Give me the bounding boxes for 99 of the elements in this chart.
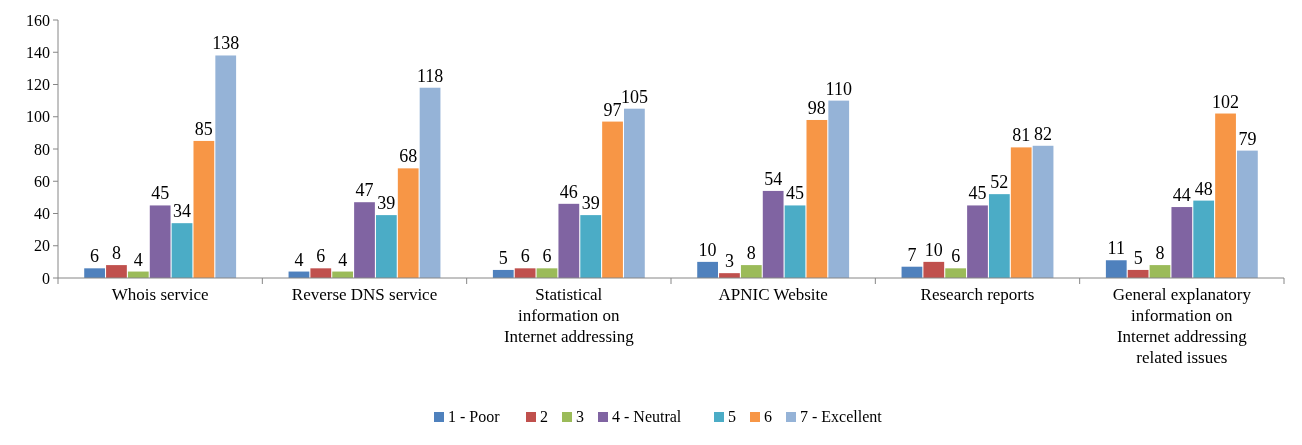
bar xyxy=(375,215,397,278)
bar xyxy=(1237,150,1258,278)
x-tick-label: Research reports xyxy=(920,285,1035,304)
bar xyxy=(514,268,536,278)
data-label: 85 xyxy=(194,118,213,139)
data-label: 97 xyxy=(603,99,622,120)
bar xyxy=(740,265,762,278)
x-tick-label: Statistical information on Internet addressing xyxy=(503,285,635,346)
legend-label: 5 xyxy=(728,408,736,425)
y-tick-label: 140 xyxy=(26,43,50,61)
bar xyxy=(806,119,828,278)
bar xyxy=(419,87,441,278)
legend-label: 2 xyxy=(540,408,548,425)
data-label: 34 xyxy=(173,201,192,222)
data-label: 47 xyxy=(355,180,374,201)
data-label: 52 xyxy=(990,172,1009,193)
legend-label: 4 - Neutral xyxy=(612,408,682,425)
data-label: 4 xyxy=(338,249,348,270)
bar xyxy=(602,121,623,278)
bar xyxy=(988,194,1010,278)
data-label: 8 xyxy=(1155,243,1165,264)
bar xyxy=(193,140,215,278)
data-label: 82 xyxy=(1034,123,1053,144)
bar xyxy=(1149,265,1171,278)
data-label: 46 xyxy=(559,181,578,202)
y-tick-label: 100 xyxy=(26,108,50,126)
bar xyxy=(945,268,967,278)
bar xyxy=(624,108,645,278)
data-label: 5 xyxy=(498,247,508,268)
bar xyxy=(149,205,171,278)
data-label: 6 xyxy=(316,246,326,267)
data-label: 6 xyxy=(951,246,961,267)
bar xyxy=(1105,260,1127,278)
data-label: 44 xyxy=(1172,185,1191,206)
data-label: 54 xyxy=(764,168,783,189)
data-label: 6 xyxy=(90,246,100,267)
bar xyxy=(1193,200,1215,278)
data-label: 3 xyxy=(724,251,734,272)
y-tick-label: 120 xyxy=(26,76,50,94)
data-label: 45 xyxy=(151,183,170,204)
bar xyxy=(1032,145,1054,278)
bar xyxy=(923,261,945,278)
data-label: 45 xyxy=(786,183,805,204)
data-label: 4 xyxy=(294,249,304,270)
bar xyxy=(1215,113,1236,278)
data-label: 48 xyxy=(1194,178,1213,199)
data-label: 8 xyxy=(111,243,121,264)
data-label: 5 xyxy=(1133,247,1143,268)
bar xyxy=(171,223,193,278)
data-label: 6 xyxy=(520,246,530,267)
data-label: 10 xyxy=(698,239,717,260)
legend-label: 6 xyxy=(764,408,772,425)
y-tick-label: 40 xyxy=(34,205,50,223)
legend-label: 7 - Excellent xyxy=(800,408,883,425)
bar xyxy=(310,268,332,278)
x-tick-label: General explanatory information on Internet addressing related issues xyxy=(1112,285,1252,367)
bar xyxy=(1171,207,1193,278)
data-label: 118 xyxy=(416,65,444,86)
bar xyxy=(215,55,237,278)
bar xyxy=(84,268,105,278)
bar xyxy=(828,100,850,278)
bar xyxy=(762,190,784,278)
bar xyxy=(784,205,806,278)
data-label: 98 xyxy=(807,97,826,118)
y-tick-label: 60 xyxy=(34,172,50,190)
data-label: 11 xyxy=(1107,238,1125,259)
bar xyxy=(397,168,419,278)
x-tick-label: APNIC Website xyxy=(718,285,828,304)
x-tick-label: Whois service xyxy=(111,285,209,304)
x-tick-label: Reverse DNS service xyxy=(291,285,438,304)
data-label: 6 xyxy=(542,246,552,267)
data-label: 110 xyxy=(825,78,852,99)
data-label: 10 xyxy=(924,239,943,260)
data-label: 39 xyxy=(377,193,396,214)
bar xyxy=(558,203,580,278)
data-label: 79 xyxy=(1238,128,1257,149)
bar xyxy=(580,215,602,278)
data-label: 105 xyxy=(620,86,648,107)
y-tick-label: 0 xyxy=(42,269,50,287)
bar xyxy=(967,205,988,278)
y-tick-label: 20 xyxy=(34,237,50,255)
data-label: 8 xyxy=(746,243,756,264)
data-label: 81 xyxy=(1012,125,1031,146)
data-label: 68 xyxy=(399,146,418,167)
bar xyxy=(1010,147,1032,278)
data-label: 7 xyxy=(907,244,917,265)
data-label: 45 xyxy=(968,183,987,204)
bar xyxy=(697,261,718,278)
data-label: 39 xyxy=(581,193,600,214)
legend-label: 3 xyxy=(576,408,584,425)
legend-label: 1 - Poor xyxy=(448,408,501,425)
data-label: 102 xyxy=(1212,91,1240,112)
y-tick-label: 80 xyxy=(34,140,50,158)
data-label: 4 xyxy=(133,249,143,270)
bar xyxy=(354,202,375,278)
y-tick-label: 160 xyxy=(26,11,50,29)
bar xyxy=(106,265,127,278)
bar xyxy=(536,268,558,278)
data-label: 138 xyxy=(212,33,240,54)
